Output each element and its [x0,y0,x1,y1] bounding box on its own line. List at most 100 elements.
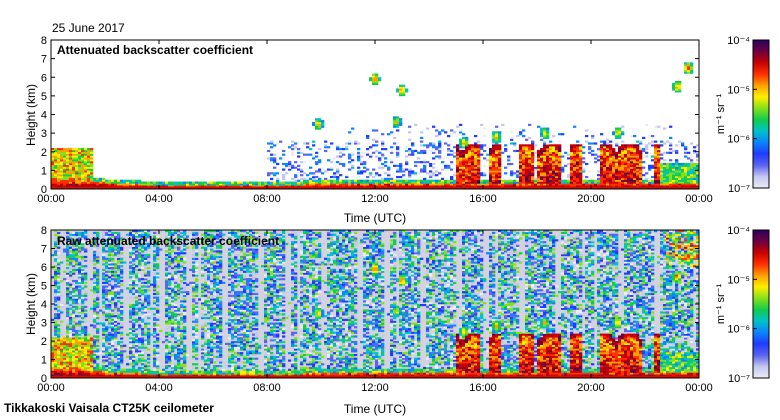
heatmap-cell [516,175,520,179]
heatmap-cell [582,157,586,160]
heatmap-cell [459,142,463,145]
heatmap-cell [357,175,361,179]
heatmap-cell [603,166,607,169]
heatmap-cell [111,183,115,186]
heatmap-cell [153,348,157,351]
heatmap-cell [57,162,61,166]
heatmap-cell [78,267,82,270]
heatmap-cell [570,159,574,162]
heatmap-cell [78,255,82,259]
heatmap-cell [78,337,82,340]
heatmap-cell [54,148,58,151]
heatmap-cell [156,185,160,188]
heatmap-cell [684,175,688,179]
heatmap-cell [393,125,397,128]
heatmap-cell [102,181,106,184]
heatmap-cell [288,183,292,186]
heatmap-cell [147,363,151,366]
heatmap-cell [366,183,370,186]
heatmap-cell [72,294,76,297]
heatmap-cell [105,374,109,377]
heatmap-cell [165,244,169,247]
heatmap-cell [108,366,112,370]
heatmap-cell [633,179,637,182]
heatmap-cell [138,374,142,377]
heatmap-cell [519,172,523,175]
heatmap-cell [609,162,613,166]
heatmap-cell [297,172,301,175]
heatmap-cell [138,366,142,370]
heatmap-cell [153,237,157,240]
heatmap-cell [141,235,145,238]
heatmap-cell [270,183,274,186]
heatmap-cell [498,166,502,169]
heatmap-cell [639,155,643,158]
heatmap-cell [96,328,100,331]
heatmap-cell [465,164,469,167]
heatmap-cell [363,183,367,186]
heatmap-cell [90,359,94,362]
heatmap-cell [102,263,106,266]
heatmap-cell [291,144,295,147]
heatmap-cell [435,181,439,184]
heatmap-cell [90,159,94,162]
heatmap-cell [72,164,76,167]
heatmap-cell [408,179,412,182]
heatmap-cell [168,281,172,284]
heatmap-cell [132,344,136,347]
heatmap-cell [384,172,388,175]
heatmap-cell [51,363,55,366]
heatmap-cell [75,296,79,299]
heatmap-cell [81,168,85,171]
heatmap-cell [309,166,313,169]
heatmap-cell [618,164,622,167]
heatmap-cell [282,174,286,177]
heatmap-cell [108,239,112,242]
heatmap-cell [417,172,421,175]
heatmap-cell [435,155,439,158]
heatmap-cell [474,164,478,167]
heatmap-cell [138,261,142,264]
heatmap-cell [693,183,697,186]
heatmap-cell [147,263,151,266]
heatmap-cell [411,181,415,184]
heatmap-cell [84,350,88,353]
heatmap-cell [102,350,106,353]
heatmap-cell [663,142,667,145]
heatmap-cell [357,166,361,169]
heatmap-cell [612,175,616,179]
heatmap-cell [69,372,73,375]
heatmap-cell [618,172,622,175]
heatmap-cell [312,172,316,175]
heatmap-cell [81,316,85,320]
heatmap-cell [51,344,55,347]
heatmap-cell [684,62,688,65]
heatmap-cell [126,372,130,375]
heatmap-cell [351,183,355,186]
heatmap-cell [108,267,112,270]
heatmap-cell [93,300,97,303]
heatmap-cell [429,164,433,167]
heatmap-cell [528,181,532,184]
heatmap-cell [384,161,388,164]
heatmap-cell [513,185,517,188]
heatmap-cell [549,161,553,164]
heatmap-cell [156,304,160,307]
heatmap-cell [696,164,699,167]
heatmap-cell [66,157,70,160]
heatmap-cell [96,281,100,284]
heatmap-cell [90,366,94,370]
heatmap-cell [129,329,133,333]
heatmap-cell [570,164,574,167]
heatmap-cell [642,183,646,186]
heatmap-cell [357,172,361,175]
heatmap-cell [129,309,133,312]
heatmap-cell [75,175,79,179]
heatmap-cell [105,294,109,297]
heatmap-cell [72,337,76,340]
heatmap-cell [465,138,469,141]
heatmap-cell [114,331,118,334]
heatmap-cell [93,339,97,342]
heatmap-cell [321,125,325,128]
heatmap-cell [228,183,232,186]
